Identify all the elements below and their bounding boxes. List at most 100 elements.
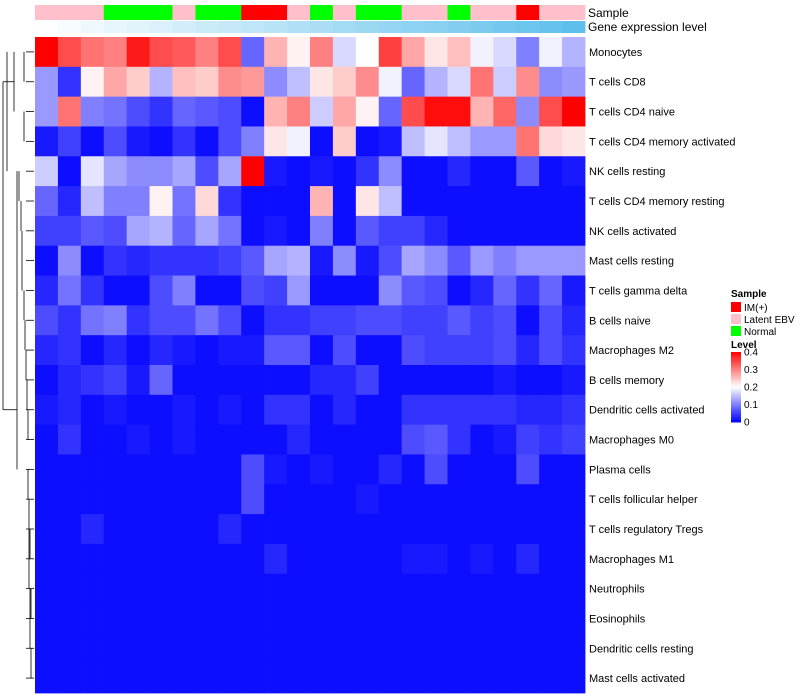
heatmap-cell: [80, 454, 105, 485]
heatmap-cell: [539, 126, 563, 157]
heatmap-cell: [264, 663, 288, 694]
legend-gradient-step: [731, 360, 741, 363]
legend-gradient-step: [731, 378, 741, 381]
heatmap-cell: [126, 156, 150, 187]
heatmap-cell: [218, 186, 242, 217]
heatmap-cell: [378, 514, 403, 545]
heatmap-cell: [80, 663, 105, 694]
heatmap-cell: [332, 245, 357, 276]
heatmap-cell: [149, 484, 173, 515]
heatmap-cell: [401, 454, 425, 485]
heatmap-cell: [332, 96, 357, 127]
sample-annotation-cell: [126, 5, 150, 20]
heatmap-cell: [103, 37, 128, 68]
heatmap-cell: [149, 66, 173, 98]
heatmap-cell: [57, 484, 82, 515]
heatmap-cell: [424, 633, 448, 664]
heatmap-cell: [195, 37, 219, 68]
heatmap-cell: [195, 514, 219, 545]
heatmap-cell: [126, 633, 150, 664]
heatmap-cell: [539, 543, 563, 575]
heatmap-cell: [562, 186, 586, 217]
heatmap-cell: [493, 663, 517, 694]
heatmap-cell: [126, 96, 150, 127]
legend-tick-label: 0.4: [744, 348, 758, 359]
heatmap-cell: [241, 335, 265, 366]
heatmap-cell: [401, 215, 425, 247]
legend-gradient-step: [731, 397, 741, 400]
expression-annotation-cell: [57, 21, 82, 33]
heatmap-cell: [401, 514, 425, 545]
heatmap-cell: [195, 156, 219, 187]
heatmap-cell: [378, 37, 403, 68]
heatmap-cell: [35, 454, 59, 485]
heatmap-cell: [80, 215, 105, 247]
heatmap-cell: [516, 37, 540, 68]
heatmap-cell: [126, 335, 150, 366]
heatmap-cell: [80, 633, 105, 664]
heatmap-cell: [195, 215, 219, 247]
heatmap-cell: [149, 275, 173, 306]
heatmap-cell: [401, 305, 425, 336]
heatmap-cell: [149, 663, 173, 694]
sample-annotation-cell: [35, 5, 59, 20]
heatmap-cell: [218, 156, 242, 187]
heatmap-cell: [562, 335, 586, 366]
heatmap-cell: [103, 215, 128, 247]
heatmap-cell: [126, 543, 150, 575]
heatmap-cell: [264, 335, 288, 366]
heatmap-cell: [310, 424, 334, 455]
heatmap-cell: [470, 305, 494, 336]
heatmap-cell: [332, 275, 357, 306]
heatmap-cell: [401, 96, 425, 127]
heatmap-cell: [378, 365, 403, 396]
sample-annotation-cell: [241, 5, 265, 20]
heatmap-cell: [355, 424, 380, 455]
heatmap-cell: [195, 96, 219, 127]
heatmap-cell: [287, 126, 311, 157]
heatmap-cell: [401, 335, 425, 366]
legend-gradient-step: [731, 406, 741, 409]
heatmap-cell: [57, 424, 82, 455]
heatmap-cell: [80, 37, 105, 68]
heatmap-cell: [35, 573, 59, 604]
heatmap-cell: [195, 543, 219, 575]
heatmap-cell: [470, 454, 494, 485]
heatmap-cell: [103, 335, 128, 366]
heatmap-cell: [516, 275, 540, 306]
heatmap-cell: [80, 394, 105, 426]
heatmap-cell: [355, 603, 380, 634]
heatmap-cell: [103, 156, 128, 187]
heatmap-cell: [332, 335, 357, 366]
heatmap-cell: [172, 543, 196, 575]
column-annotations: [35, 5, 586, 33]
heatmap-cell: [241, 37, 265, 68]
heatmap-cell: [424, 275, 448, 306]
heatmap-cell: [126, 275, 150, 306]
heatmap-cell: [310, 37, 334, 68]
heatmap-cell: [470, 156, 494, 187]
legend-gradient-step: [731, 416, 741, 419]
heatmap-cell: [516, 96, 540, 127]
heatmap-cell: [378, 543, 403, 575]
heatmap-cell: [195, 275, 219, 306]
heatmap-cell: [493, 394, 517, 426]
heatmap-cell: [562, 96, 586, 127]
heatmap-cell: [172, 37, 196, 68]
heatmap-cell: [35, 66, 59, 98]
heatmap-cell: [310, 365, 334, 396]
heatmap-cell: [539, 603, 563, 634]
heatmap-cell: [80, 305, 105, 336]
heatmap-cell: [310, 335, 334, 366]
heatmap-cell: [195, 603, 219, 634]
row-label: NK cells resting: [589, 166, 665, 178]
heatmap-cell: [355, 66, 380, 98]
heatmap-cell: [310, 603, 334, 634]
heatmap-cell: [424, 186, 448, 217]
heatmap-cell: [401, 543, 425, 575]
heatmap-cell: [378, 186, 403, 217]
heatmap-cell: [195, 66, 219, 98]
legend-gradient-step: [731, 418, 741, 421]
heatmap-cell: [218, 215, 242, 247]
